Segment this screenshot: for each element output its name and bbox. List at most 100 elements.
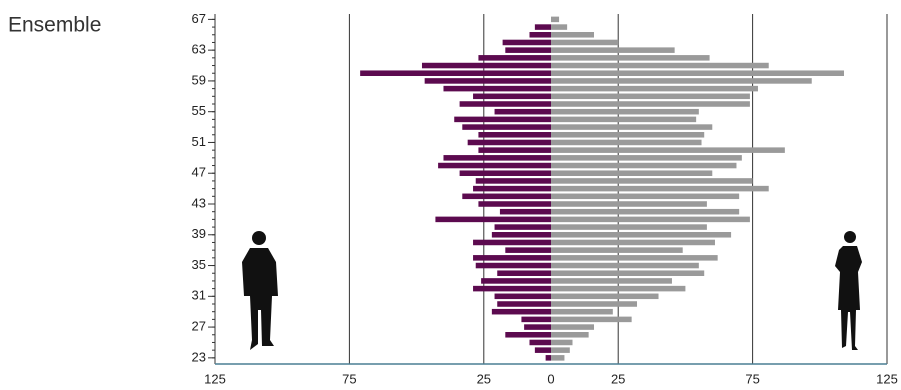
bar xyxy=(478,55,551,61)
bar xyxy=(551,70,844,76)
x-tick-label: 25 xyxy=(611,371,625,386)
bar xyxy=(551,232,732,238)
y-tick-label: 51 xyxy=(192,134,206,149)
bar xyxy=(459,170,551,176)
y-tick-label: 23 xyxy=(192,349,206,364)
bar xyxy=(551,101,750,107)
bar xyxy=(438,162,551,169)
bar xyxy=(473,255,551,261)
bar xyxy=(551,47,675,53)
bar xyxy=(551,201,707,207)
bar xyxy=(551,116,697,123)
bar xyxy=(551,301,638,307)
bar xyxy=(475,262,551,269)
bar xyxy=(454,116,551,123)
bar xyxy=(421,62,551,69)
bar xyxy=(551,24,568,30)
bar xyxy=(462,193,551,200)
bar xyxy=(551,262,699,269)
bar xyxy=(551,208,740,215)
y-tick-label: 67 xyxy=(192,11,206,26)
bar xyxy=(494,224,551,230)
bar xyxy=(443,155,551,161)
bar xyxy=(551,178,753,184)
bar xyxy=(478,201,551,207)
y-tick-label: 47 xyxy=(192,165,206,180)
bar xyxy=(473,93,551,100)
bar xyxy=(491,232,551,238)
bar xyxy=(551,216,750,223)
bar xyxy=(478,147,551,153)
bar xyxy=(491,308,551,315)
bar xyxy=(462,124,551,130)
bar xyxy=(551,62,769,69)
bar xyxy=(551,255,718,261)
bar xyxy=(551,308,613,315)
bar xyxy=(551,316,632,323)
bar xyxy=(551,162,737,169)
bar xyxy=(473,285,551,292)
bar xyxy=(534,24,551,30)
y-tick-label: 39 xyxy=(192,226,206,241)
bar xyxy=(551,339,573,346)
bar xyxy=(497,270,551,276)
y-tick-label: 27 xyxy=(192,319,206,334)
bar xyxy=(499,208,551,215)
bar xyxy=(524,324,551,330)
bar xyxy=(551,16,560,23)
y-tick-label: 43 xyxy=(192,195,206,210)
bar xyxy=(475,178,551,184)
bar xyxy=(494,108,551,115)
bar xyxy=(551,132,705,138)
bar xyxy=(551,239,715,246)
bar xyxy=(521,316,551,323)
bar xyxy=(360,70,551,76)
bar xyxy=(459,101,551,107)
bar xyxy=(551,147,785,153)
y-tick-label: 31 xyxy=(192,288,206,303)
y-tick-label: 63 xyxy=(192,42,206,57)
y-tick-label: 59 xyxy=(192,72,206,87)
bar xyxy=(467,139,551,146)
bar xyxy=(473,239,551,246)
bar xyxy=(473,185,551,192)
bar xyxy=(529,339,551,346)
y-tick-label: 55 xyxy=(192,103,206,118)
bar xyxy=(435,216,551,223)
bar xyxy=(551,155,742,161)
bar xyxy=(551,278,672,284)
bar xyxy=(551,108,699,115)
bar xyxy=(424,78,551,84)
bar xyxy=(551,170,713,176)
x-tick-label: 75 xyxy=(342,371,356,386)
bar xyxy=(551,93,750,100)
woman-silhouette xyxy=(835,231,862,350)
bar xyxy=(551,55,710,61)
bar xyxy=(551,247,683,253)
x-tick-label: 75 xyxy=(745,371,759,386)
bar xyxy=(551,85,758,92)
bar xyxy=(505,332,551,338)
bar xyxy=(497,301,551,307)
bar xyxy=(502,39,551,46)
man-silhouette xyxy=(242,231,278,350)
bar xyxy=(551,355,565,361)
bar xyxy=(551,185,769,192)
x-tick-label: 0 xyxy=(547,371,554,386)
bar xyxy=(551,139,702,146)
bar xyxy=(534,347,551,353)
bar xyxy=(551,124,713,130)
bar xyxy=(551,32,595,38)
bar xyxy=(505,247,551,253)
x-tick-label: 125 xyxy=(204,371,226,386)
chart-title: Ensemble xyxy=(8,14,101,37)
bar xyxy=(529,32,551,38)
bar xyxy=(551,285,686,292)
x-tick-label: 125 xyxy=(876,371,898,386)
bar xyxy=(551,78,812,84)
bar xyxy=(551,224,707,230)
bar xyxy=(551,347,570,353)
y-tick-label: 35 xyxy=(192,257,206,272)
x-tick-label: 25 xyxy=(477,371,491,386)
